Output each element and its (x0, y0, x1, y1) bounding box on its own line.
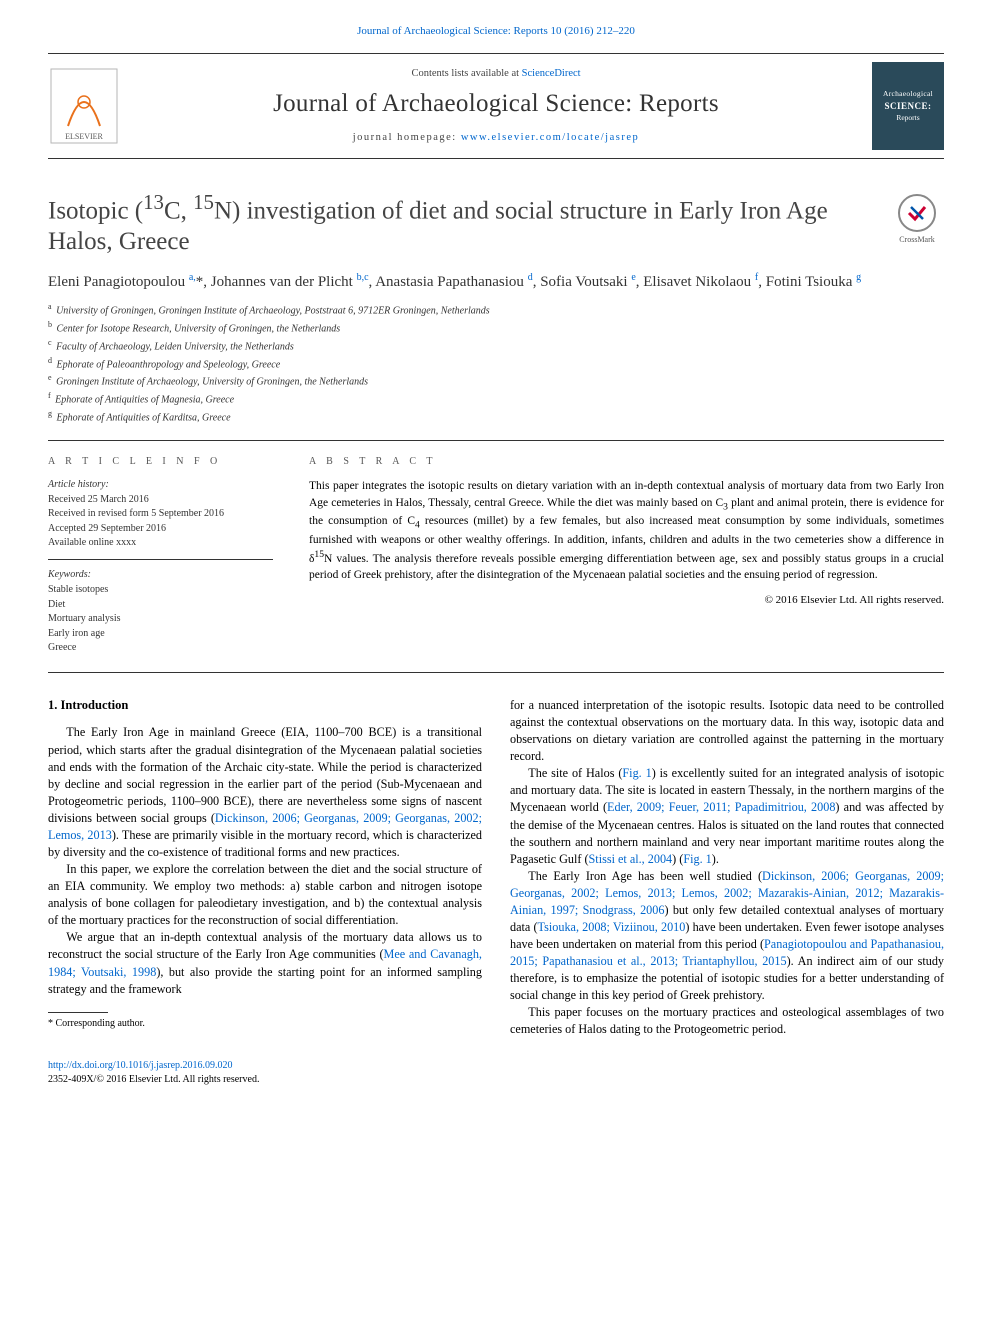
journal-name: Journal of Archaeological Science: Repor… (130, 87, 862, 121)
footnote-text: Corresponding author. (56, 1018, 145, 1029)
doi-link[interactable]: http://dx.doi.org/10.1016/j.jasrep.2016.… (48, 1060, 233, 1071)
affiliation-line: e Groningen Institute of Archaeology, Un… (48, 372, 944, 390)
article-history: Article history: Received 25 March 2016R… (48, 478, 273, 560)
homepage-link[interactable]: www.elsevier.com/locate/jasrep (461, 132, 639, 143)
affiliation-line: a University of Groningen, Groningen Ins… (48, 301, 944, 319)
body-p6: The Early Iron Age has been well studied… (510, 868, 944, 1005)
line-item: Available online xxxx (48, 536, 273, 551)
line-item: Accepted 29 September 2016 (48, 522, 273, 537)
footnote-separator (48, 1012, 108, 1013)
body-p5: The site of Halos (Fig. 1) is excellentl… (510, 765, 944, 867)
abstract: a b s t r a c t This paper integrates th… (309, 455, 944, 656)
sciencedirect-link[interactable]: ScienceDirect (522, 68, 581, 79)
body-p7: This paper focuses on the mortuary pract… (510, 1004, 944, 1038)
body-p3: We argue that an in-depth contextual ana… (48, 929, 482, 997)
homepage-line: journal homepage: www.elsevier.com/locat… (130, 131, 862, 145)
elsevier-logo: ELSEVIER (48, 66, 120, 146)
masthead: ELSEVIER Contents lists available at Sci… (48, 53, 944, 159)
abstract-copyright: © 2016 Elsevier Ltd. All rights reserved… (309, 593, 944, 608)
line-item: Stable isotopes (48, 583, 273, 598)
section-1-heading: 1. Introduction (48, 697, 482, 715)
article-info-heading: a r t i c l e i n f o (48, 455, 273, 469)
body-p4: for a nuanced interpretation of the isot… (510, 697, 944, 765)
svg-text:ELSEVIER: ELSEVIER (65, 132, 103, 141)
issn-copyright: 2352-409X/© 2016 Elsevier Ltd. All right… (48, 1074, 259, 1085)
keywords-list: Stable isotopesDietMortuary analysisEarl… (48, 583, 273, 656)
affiliation-line: f Ephorate of Antiquities of Magnesia, G… (48, 390, 944, 408)
masthead-center: Contents lists available at ScienceDirec… (130, 67, 862, 145)
history-list: Received 25 March 2016Received in revise… (48, 493, 273, 551)
line-item: Diet (48, 598, 273, 613)
crossmark-label: CrossMark (899, 235, 935, 246)
footnote-marker: * (48, 1018, 53, 1029)
body-p2: In this paper, we explore the correlatio… (48, 861, 482, 929)
body-p1: The Early Iron Age in mainland Greece (E… (48, 724, 482, 861)
affiliation-line: b Center for Isotope Research, Universit… (48, 319, 944, 337)
article-info: a r t i c l e i n f o Article history: R… (48, 455, 273, 656)
article-title: Isotopic (13C, 15N) investigation of die… (48, 189, 878, 258)
header-citation: Journal of Archaeological Science: Repor… (48, 24, 944, 39)
affiliations: a University of Groningen, Groningen Ins… (48, 301, 944, 426)
keywords-head: Keywords: (48, 568, 273, 582)
title-row: Isotopic (13C, 15N) investigation of die… (48, 189, 944, 270)
line-item: Early iron age (48, 627, 273, 642)
journal-cover-thumb: Archaeological SCIENCE: Reports (872, 62, 944, 150)
body-columns: 1. Introduction The Early Iron Age in ma… (48, 697, 944, 1039)
cover-line-1: Archaeological (883, 89, 933, 99)
line-item: Received in revised form 5 September 201… (48, 507, 273, 522)
line-item: Greece (48, 641, 273, 656)
affiliation-line: c Faculty of Archaeology, Leiden Univers… (48, 337, 944, 355)
crossmark-icon (897, 193, 937, 233)
abstract-text: This paper integrates the isotopic resul… (309, 478, 944, 583)
abstract-heading: a b s t r a c t (309, 455, 944, 469)
affiliation-line: d Ephorate of Paleoanthropology and Spel… (48, 355, 944, 373)
info-abstract-row: a r t i c l e i n f o Article history: R… (48, 440, 944, 673)
line-item: Received 25 March 2016 (48, 493, 273, 508)
cover-line-2: SCIENCE: (884, 100, 931, 112)
header-citation-link[interactable]: Journal of Archaeological Science: Repor… (357, 25, 635, 37)
corresponding-author-footnote: * Corresponding author. (48, 1017, 482, 1031)
footer: http://dx.doi.org/10.1016/j.jasrep.2016.… (48, 1059, 944, 1087)
homepage-prefix: journal homepage: (353, 132, 461, 143)
line-item: Mortuary analysis (48, 612, 273, 627)
affiliation-line: g Ephorate of Antiquities of Karditsa, G… (48, 408, 944, 426)
authors: Eleni Panagiotopoulou a,*, Johannes van … (48, 270, 944, 294)
contents-prefix: Contents lists available at (411, 68, 521, 79)
crossmark-badge[interactable]: CrossMark (890, 193, 944, 246)
cover-line-3: Reports (896, 113, 919, 123)
history-head: Article history: (48, 478, 273, 493)
contents-line: Contents lists available at ScienceDirec… (130, 67, 862, 81)
